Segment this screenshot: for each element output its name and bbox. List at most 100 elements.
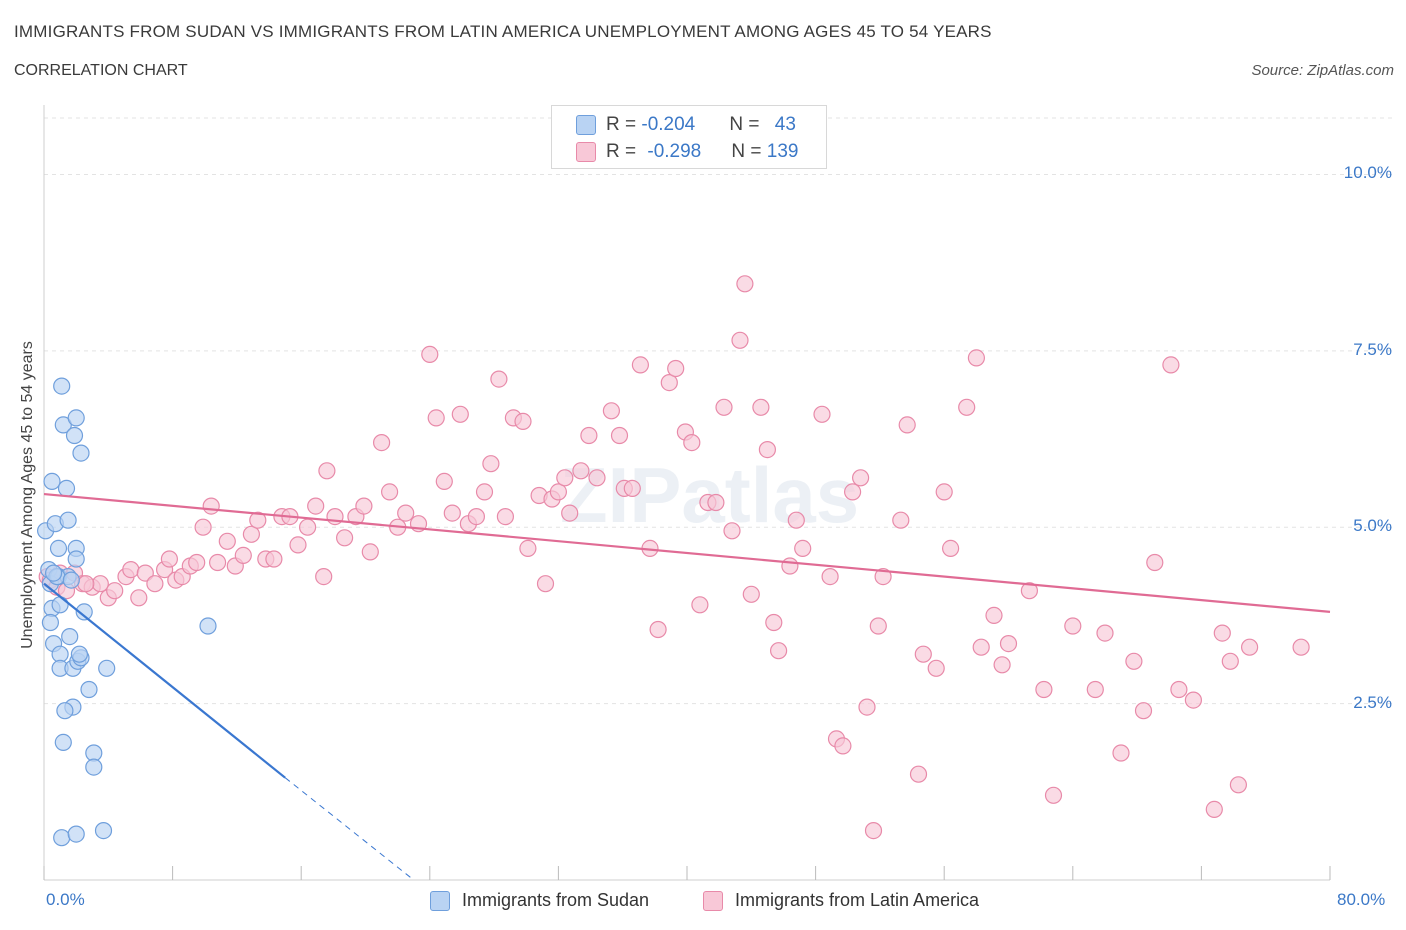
- latam-point: [1240, 638, 1259, 656]
- latam-point: [691, 596, 709, 614]
- latam-point: [451, 405, 469, 423]
- latam-point: [435, 472, 453, 490]
- latam-point: [91, 575, 109, 593]
- latam-point: [588, 469, 606, 487]
- latam-point: [381, 483, 399, 501]
- correlation-legend: R = -0.204 N = 43 R = -0.298 N = 139: [551, 105, 827, 169]
- latam-point: [1184, 691, 1203, 709]
- latam-point: [561, 504, 579, 522]
- latam-point: [758, 441, 777, 459]
- latam-point: [307, 497, 325, 515]
- sudan-point: [53, 377, 71, 395]
- sudan-point: [67, 409, 85, 427]
- latam-point: [1112, 744, 1130, 762]
- n-label: N =: [731, 141, 767, 162]
- latam-point: [972, 638, 990, 656]
- latam-point: [769, 642, 788, 660]
- latam-point: [1221, 652, 1239, 670]
- sudan-swatch: [576, 115, 596, 135]
- sudan-point: [80, 680, 98, 699]
- latam-point: [336, 529, 354, 547]
- latam-point: [209, 553, 227, 572]
- latam-point: [1205, 800, 1223, 819]
- latam-point: [765, 613, 783, 632]
- sudan-point: [72, 444, 90, 462]
- latam-point: [985, 606, 1003, 625]
- x-tick-label-max: 80.0%: [1337, 890, 1386, 909]
- sudan-point: [57, 479, 76, 497]
- latam-point: [130, 589, 148, 607]
- latam-point: [1292, 638, 1310, 656]
- latam-point: [443, 504, 461, 522]
- latam-point: [1044, 786, 1063, 804]
- y-tick-label: 10.0%: [1343, 163, 1392, 183]
- latam-point: [927, 659, 945, 677]
- sudan-point: [67, 550, 85, 568]
- y-tick-label: 2.5%: [1353, 692, 1392, 712]
- latam-point: [967, 349, 986, 367]
- latam-point: [218, 532, 236, 550]
- latam-point: [843, 483, 862, 501]
- sudan-point: [70, 645, 89, 663]
- x-tick-label-min: 0.0%: [46, 890, 85, 909]
- sudan-point: [98, 659, 116, 677]
- latam-point: [1162, 356, 1180, 374]
- latam-point: [355, 497, 373, 515]
- latam-point: [421, 345, 439, 363]
- latam-point: [194, 518, 212, 536]
- latam-point: [864, 821, 883, 840]
- sudan-point: [75, 603, 93, 621]
- n-value: 43: [774, 114, 796, 135]
- latam-point: [941, 539, 960, 558]
- latam-point: [602, 402, 621, 420]
- sudan-point: [49, 539, 68, 558]
- legend-label: Immigrants from Latin America: [735, 890, 980, 910]
- latam-point: [77, 575, 95, 593]
- latam-point: [315, 567, 333, 586]
- latam-point: [1064, 617, 1082, 635]
- r-label: R =: [606, 114, 642, 135]
- sudan-point: [59, 511, 77, 529]
- latam-point: [265, 550, 283, 568]
- r-label: R =: [606, 141, 642, 162]
- sudan-point: [94, 821, 113, 840]
- latam-point: [874, 567, 892, 586]
- sudan-swatch: [430, 890, 450, 911]
- sudan-point: [56, 702, 74, 720]
- legend-row-latam: R = -0.298 N = 139: [576, 140, 798, 164]
- latam-point: [572, 462, 590, 480]
- trend-lines: [43, 492, 1331, 881]
- latam-point: [482, 455, 500, 473]
- latam-point: [787, 511, 805, 529]
- latam-point: [202, 497, 220, 515]
- r-value: -0.298: [647, 141, 702, 162]
- source-note: Source: ZipAtlas.com: [1251, 62, 1394, 79]
- latam-point: [234, 546, 252, 565]
- latam-point: [752, 398, 770, 416]
- latam-point: [892, 511, 910, 529]
- axes: [43, 105, 1331, 881]
- n-label: N =: [729, 114, 765, 135]
- legend-item-latam: Immigrants from Latin America: [703, 890, 979, 911]
- latam-point: [707, 493, 725, 512]
- latam-point: [909, 765, 928, 783]
- latam-point: [496, 507, 514, 526]
- latam-point: [999, 634, 1018, 653]
- latam-point: [373, 434, 391, 452]
- latam-point: [549, 483, 568, 501]
- sudan-point: [41, 613, 60, 632]
- latam-point: [821, 567, 839, 586]
- latam-point: [1146, 553, 1164, 572]
- latam-point: [610, 426, 629, 445]
- latam-point: [536, 575, 555, 593]
- latam-point: [427, 409, 445, 427]
- sudan-point: [85, 758, 103, 776]
- sudan-trend-extension: [284, 777, 415, 881]
- legend-label: Immigrants from Sudan: [462, 890, 650, 910]
- latam-point: [794, 539, 812, 558]
- sudan-point: [61, 627, 79, 646]
- legend-row-sudan: R = -0.204 N = 43: [576, 113, 796, 137]
- latam-point: [1125, 652, 1143, 670]
- latam-point: [1213, 624, 1231, 642]
